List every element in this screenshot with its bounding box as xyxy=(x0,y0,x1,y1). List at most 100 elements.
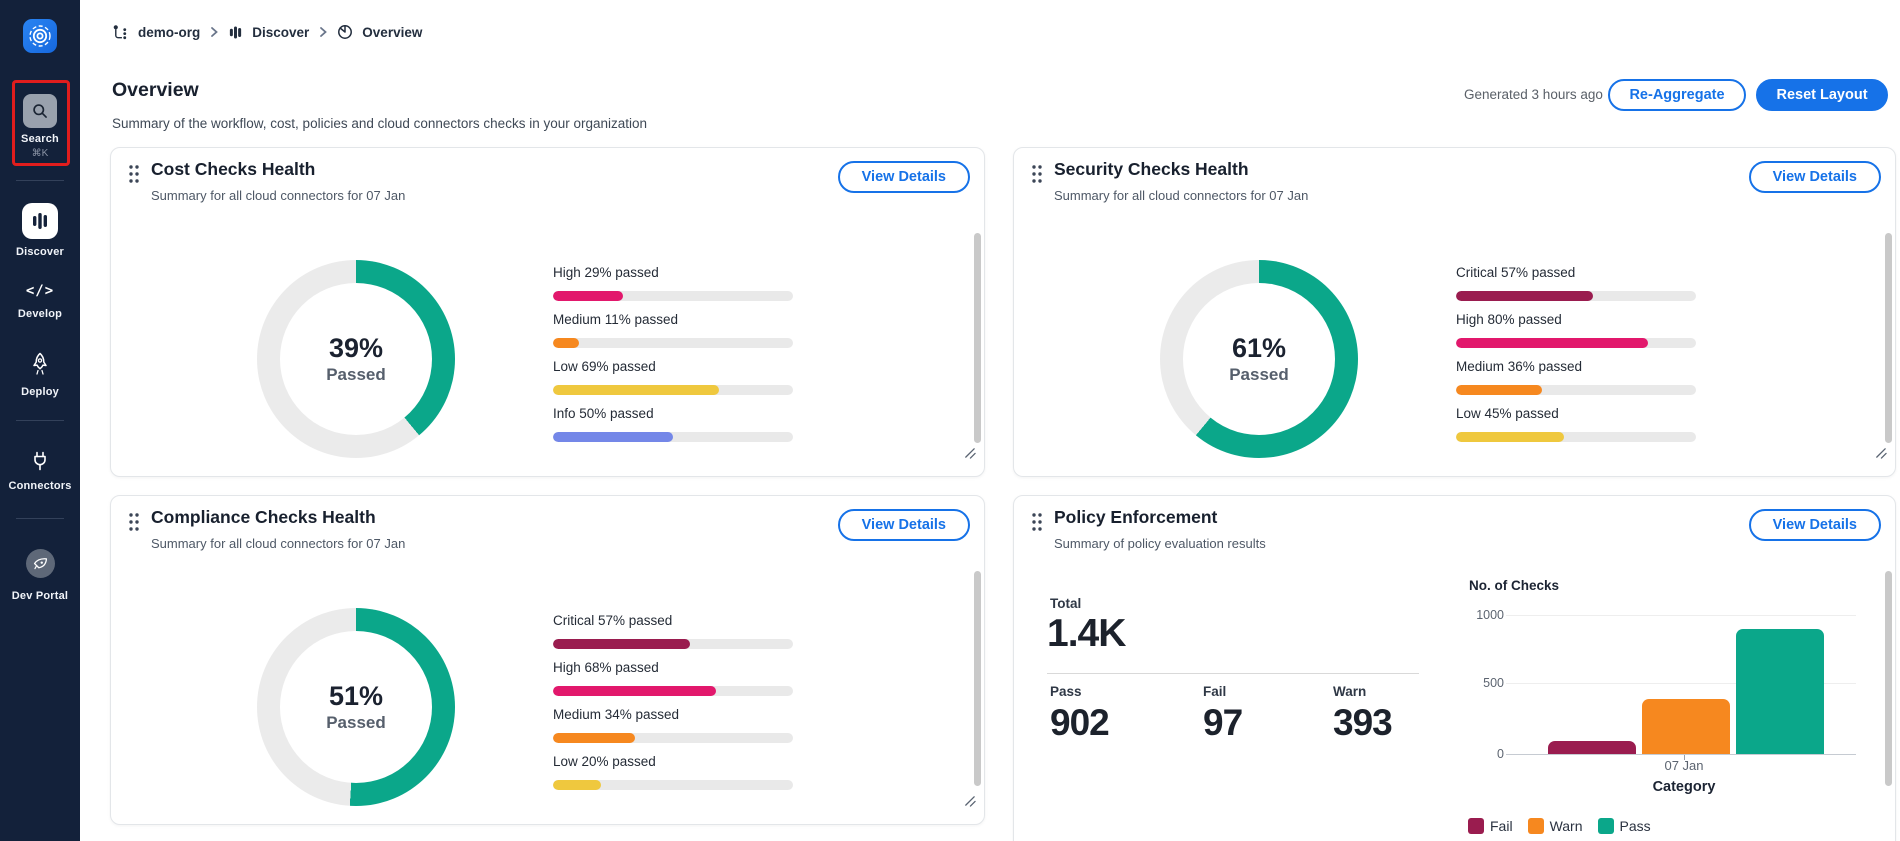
dev-portal-icon xyxy=(25,549,55,578)
search-label: Search xyxy=(21,133,59,145)
severity-label: High 68% passed xyxy=(553,660,659,675)
sidebar-item-develop[interactable]: </> xyxy=(0,283,80,299)
search-shortcut: ⌘K xyxy=(31,148,49,159)
card-subtitle: Summary for all cloud connectors for 07 … xyxy=(151,188,406,203)
legend-label: Warn xyxy=(1549,818,1583,834)
search-highlight-box xyxy=(12,80,70,166)
x-tick-mark xyxy=(1684,755,1685,760)
security-checks-card: Security Checks Health Summary for all c… xyxy=(1013,147,1896,477)
policy-chart-legend: Fail Warn Pass xyxy=(1468,818,1651,834)
donut-label: Passed xyxy=(1229,365,1289,384)
view-details-button[interactable]: View Details xyxy=(837,509,970,541)
stat-value: 393 xyxy=(1333,702,1393,743)
y-tick-label: 1000 xyxy=(1476,608,1504,622)
total-label: Total xyxy=(1050,596,1082,611)
card-title: Cost Checks Health xyxy=(151,159,316,179)
card-scrollbar[interactable] xyxy=(974,571,981,786)
passed-donut-chart: 39% Passed xyxy=(257,260,455,458)
sidebar-divider xyxy=(16,518,64,519)
view-details-button[interactable]: View Details xyxy=(1748,509,1881,541)
view-details-button[interactable]: View Details xyxy=(837,161,970,193)
legend-item: Fail xyxy=(1468,818,1513,834)
severity-row: Critical 57% passed xyxy=(1456,263,1696,301)
chart-bar-pass xyxy=(1736,629,1824,754)
severity-row: High 68% passed xyxy=(553,658,793,696)
y-tick-label: 500 xyxy=(1483,676,1504,690)
card-title: Compliance Checks Health xyxy=(151,507,376,527)
severity-row: Critical 57% passed xyxy=(553,611,793,649)
severity-bar-fill xyxy=(1456,432,1564,442)
plug-icon xyxy=(34,451,46,471)
card-scrollbar[interactable] xyxy=(974,233,981,443)
re-aggregate-button[interactable]: Re-Aggregate xyxy=(1608,79,1746,111)
sidebar-item-discover[interactable] xyxy=(22,203,58,239)
severity-label: Medium 36% passed xyxy=(1456,359,1583,374)
severity-label: Low 69% passed xyxy=(553,359,656,374)
sidebar-item-connectors[interactable] xyxy=(0,449,80,473)
stat-value: 902 xyxy=(1050,702,1110,743)
drag-handle-icon[interactable] xyxy=(128,164,140,189)
develop-label: Develop xyxy=(17,308,63,320)
policy-chart-plot xyxy=(1506,615,1856,760)
severity-bar-track xyxy=(553,291,793,301)
sidebar: Search ⌘K Discover </> Develop Deploy xyxy=(0,0,80,841)
policy-bar-chart: No. of Checks 1000 500 0 07 Jan Category… xyxy=(1461,574,1866,841)
severity-row: Medium 36% passed xyxy=(1456,357,1696,395)
donut-percent: 61% xyxy=(1231,333,1287,363)
breadcrumb-item-overview[interactable]: Overview xyxy=(362,24,423,40)
resize-handle-icon[interactable] xyxy=(963,446,976,464)
legend-swatch xyxy=(1597,818,1614,834)
severity-row: Low 45% passed xyxy=(1456,404,1696,442)
x-axis-line xyxy=(1506,754,1856,755)
card-subtitle: Summary for all cloud connectors for 07 … xyxy=(1054,188,1309,203)
card-scrollbar[interactable] xyxy=(1885,233,1892,443)
breadcrumb-item-discover[interactable]: Discover xyxy=(252,24,310,40)
page-title: Overview xyxy=(112,79,199,101)
severity-bar-fill xyxy=(553,686,717,696)
breadcrumb-item-org[interactable]: demo-org xyxy=(138,24,201,40)
drag-handle-icon[interactable] xyxy=(1031,164,1043,189)
deploy-label: Deploy xyxy=(21,386,59,398)
severity-row: High 80% passed xyxy=(1456,310,1696,348)
sidebar-item-devportal[interactable] xyxy=(0,549,80,578)
donut-center: 39% Passed xyxy=(280,283,432,435)
stat-label: Pass xyxy=(1050,684,1082,699)
severity-label: Low 20% passed xyxy=(553,754,656,769)
severity-bar-track xyxy=(553,385,793,395)
drag-handle-icon[interactable] xyxy=(128,512,140,537)
severity-bar-track xyxy=(1456,432,1696,442)
donut-center: 51% Passed xyxy=(280,631,432,783)
reset-layout-button[interactable]: Reset Layout xyxy=(1756,79,1888,111)
resize-handle-icon[interactable] xyxy=(1874,446,1887,464)
severity-label: Medium 34% passed xyxy=(553,707,680,722)
sidebar-item-deploy[interactable] xyxy=(0,351,80,377)
bar-chart-icon xyxy=(33,213,47,229)
view-details-button[interactable]: View Details xyxy=(1748,161,1881,193)
severity-bars: High 29% passed Medium 11% passed Low 69% … xyxy=(553,263,793,451)
resize-handle-icon[interactable] xyxy=(963,794,976,812)
stat-value: 97 xyxy=(1203,702,1243,743)
y-tick-label: 0 xyxy=(1497,747,1504,761)
card-title: Policy Enforcement xyxy=(1054,507,1218,527)
drag-handle-icon[interactable] xyxy=(1031,512,1043,537)
divider xyxy=(1047,673,1419,674)
chart-title: No. of Checks xyxy=(1469,578,1560,593)
card-scrollbar[interactable] xyxy=(1885,571,1892,786)
severity-label: High 80% passed xyxy=(1456,312,1562,327)
severity-bar-fill xyxy=(553,291,623,301)
donut-center: 61% Passed xyxy=(1183,283,1335,435)
chevron-right-icon xyxy=(209,26,219,38)
card-title: Security Checks Health xyxy=(1054,159,1249,179)
sidebar-item-search[interactable] xyxy=(23,94,57,128)
sidebar-divider xyxy=(16,180,64,181)
gridline xyxy=(1506,683,1856,684)
severity-bar-fill xyxy=(553,733,635,743)
severity-bar-track xyxy=(1456,338,1696,348)
legend-label: Pass xyxy=(1619,818,1651,834)
total-value: 1.4K xyxy=(1047,612,1126,655)
cost-checks-card: Cost Checks Health Summary for all cloud… xyxy=(110,147,985,477)
app-logo[interactable] xyxy=(23,19,57,53)
card-subtitle: Summary for all cloud connectors for 07 … xyxy=(151,536,406,551)
severity-row: Medium 34% passed xyxy=(553,705,793,743)
